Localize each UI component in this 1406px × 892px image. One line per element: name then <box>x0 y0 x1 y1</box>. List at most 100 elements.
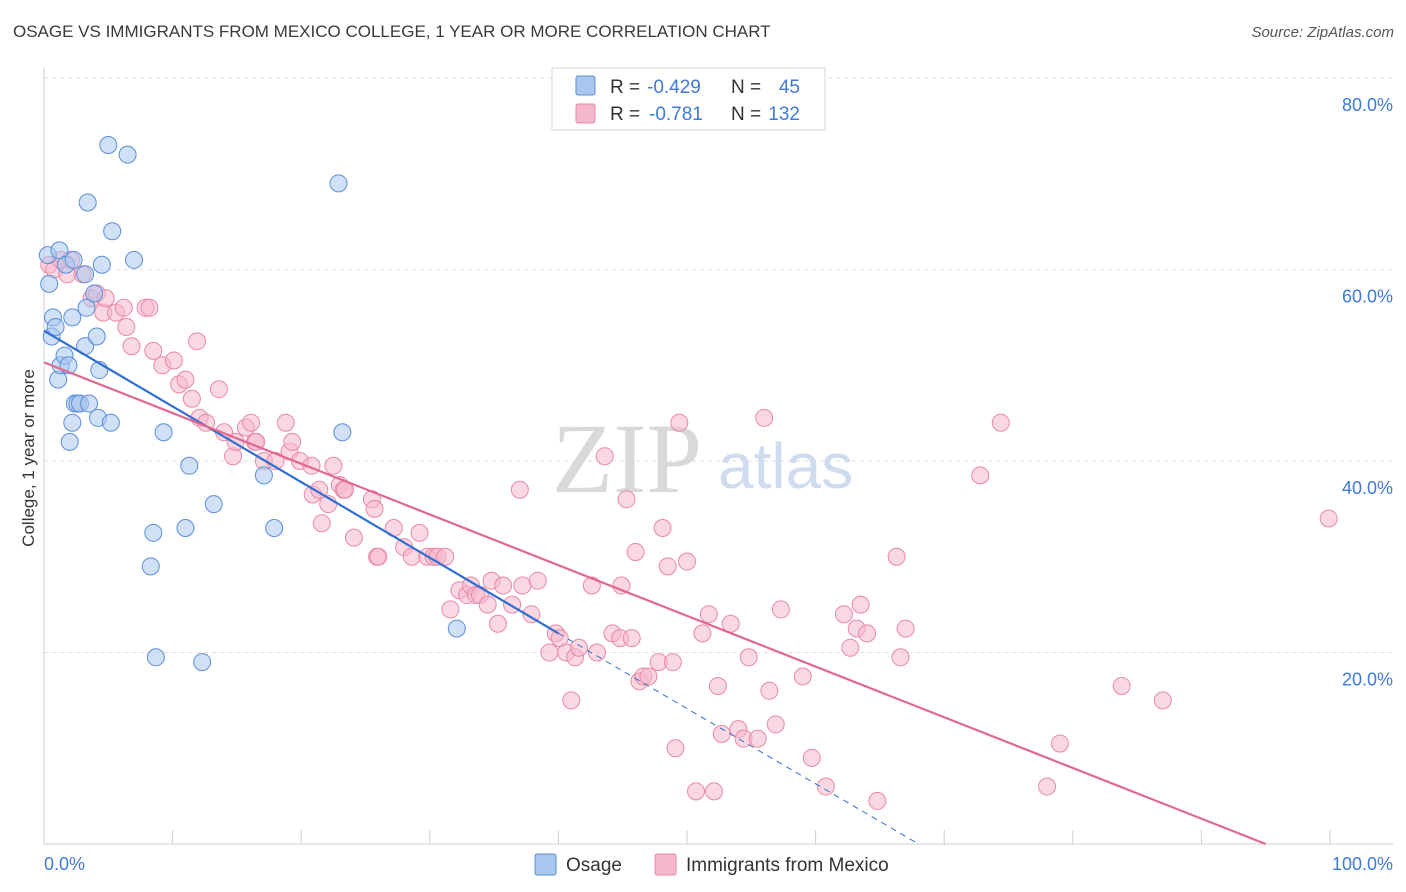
mexico-point <box>678 552 696 571</box>
mexico-point <box>595 447 614 466</box>
mexico-point <box>739 648 758 667</box>
mexico-point <box>891 648 910 667</box>
legend-box <box>551 67 826 131</box>
mexico-point <box>693 624 712 643</box>
y-tick-label: 40.0% <box>1342 478 1393 498</box>
x-tick-label-min: 0.0% <box>44 854 85 874</box>
bottom-legend-swatch-osage <box>534 853 557 876</box>
legend-mexico-r-label: R = <box>610 104 640 125</box>
mexico-point <box>1112 677 1131 696</box>
osage-point <box>333 423 352 442</box>
mexico-point <box>868 791 887 810</box>
mexico-point <box>528 571 547 590</box>
mexico-point <box>1050 734 1069 753</box>
legend-swatch-mexico <box>575 103 596 124</box>
osage-point <box>180 456 199 475</box>
mexico-point <box>971 466 990 485</box>
osage-point <box>87 327 106 346</box>
bottom-legend-osage: Osage <box>566 855 622 876</box>
mexico-point <box>670 413 689 432</box>
osage-points <box>38 136 466 672</box>
mexico-point <box>164 351 183 370</box>
osage-point <box>46 317 65 336</box>
mexico-point <box>522 605 541 624</box>
mexico-point <box>991 413 1010 432</box>
mexico-point <box>410 523 429 542</box>
x-tick-label-max: 100.0% <box>1332 854 1393 874</box>
gridlines <box>44 77 1393 653</box>
mexico-point <box>896 619 915 638</box>
mexico-point <box>494 576 513 595</box>
osage-point <box>101 413 120 432</box>
chart-title: OSAGE VS IMMIGRANTS FROM MEXICO COLLEGE,… <box>13 22 771 41</box>
osage-point <box>99 136 118 155</box>
y-tick-label: 20.0% <box>1342 670 1393 690</box>
y-tick-label: 60.0% <box>1342 287 1393 307</box>
mexico-point <box>834 605 853 624</box>
osage-point <box>103 222 122 241</box>
mexico-point <box>887 547 906 566</box>
mexico-point <box>478 595 497 614</box>
osage-point <box>329 174 348 193</box>
y-axis-title: College, 1 year or more <box>19 369 38 547</box>
mexico-point <box>582 576 601 595</box>
bottom-legend-mexico: Immigrants from Mexico <box>686 855 889 876</box>
osage-point <box>193 653 212 672</box>
osage-point <box>254 466 273 485</box>
legend-mexico-r: -0.781 <box>649 104 703 125</box>
mexico-point <box>344 528 363 547</box>
mexico-point <box>144 341 163 360</box>
y-tick-labels: 20.0% 40.0% 60.0% 80.0% <box>1342 95 1393 690</box>
mexico-point <box>708 677 727 696</box>
mexico-points <box>40 250 1338 810</box>
mexico-point <box>663 653 682 672</box>
mexico-point <box>140 298 159 317</box>
mexico-point <box>117 317 136 336</box>
osage-point <box>154 423 173 442</box>
osage-point <box>447 619 466 638</box>
mexico-point <box>312 514 331 533</box>
osage-point <box>125 250 144 269</box>
mexico-point <box>324 456 343 475</box>
legend-osage-r-label: R = <box>610 77 640 98</box>
osage-point <box>144 523 163 542</box>
osage-point <box>204 495 223 514</box>
osage-point <box>92 255 111 274</box>
osage-point <box>146 648 165 667</box>
mexico-point <box>858 624 877 643</box>
mexico-point <box>699 605 718 624</box>
mexico-point <box>653 519 672 538</box>
mexico-point <box>242 413 261 432</box>
mexico-point <box>513 576 532 595</box>
osage-point <box>141 557 160 576</box>
mexico-point <box>748 729 767 748</box>
mexico-point <box>760 681 779 700</box>
legend-osage-n-label: N = <box>731 77 761 98</box>
mexico-point <box>712 724 731 743</box>
mexico-point <box>510 480 529 499</box>
legend-swatch-osage <box>575 75 596 96</box>
mexico-point <box>766 715 785 734</box>
osage-point <box>40 274 59 293</box>
mexico-point <box>851 595 870 614</box>
mexico-point <box>1153 691 1172 710</box>
mexico-point <box>793 667 812 686</box>
mexico-point <box>841 638 860 657</box>
trendlines <box>43 329 1267 846</box>
mexico-point <box>617 490 636 509</box>
mexico-point <box>436 547 455 566</box>
mexico-point <box>802 748 821 767</box>
osage-point <box>118 145 137 164</box>
legend-osage-r: -0.429 <box>647 77 701 98</box>
mexico-point <box>122 337 141 356</box>
osage-point <box>78 193 97 212</box>
mexico-point <box>369 547 388 566</box>
mexico-point <box>687 782 706 801</box>
mexico-point <box>441 600 460 619</box>
osage-trendline-extension <box>558 632 919 845</box>
mexico-point <box>666 739 685 758</box>
legend-mexico-n: 132 <box>768 104 800 125</box>
mexico-point <box>755 408 774 427</box>
osage-trendline <box>43 329 559 635</box>
mexico-point <box>365 499 384 518</box>
